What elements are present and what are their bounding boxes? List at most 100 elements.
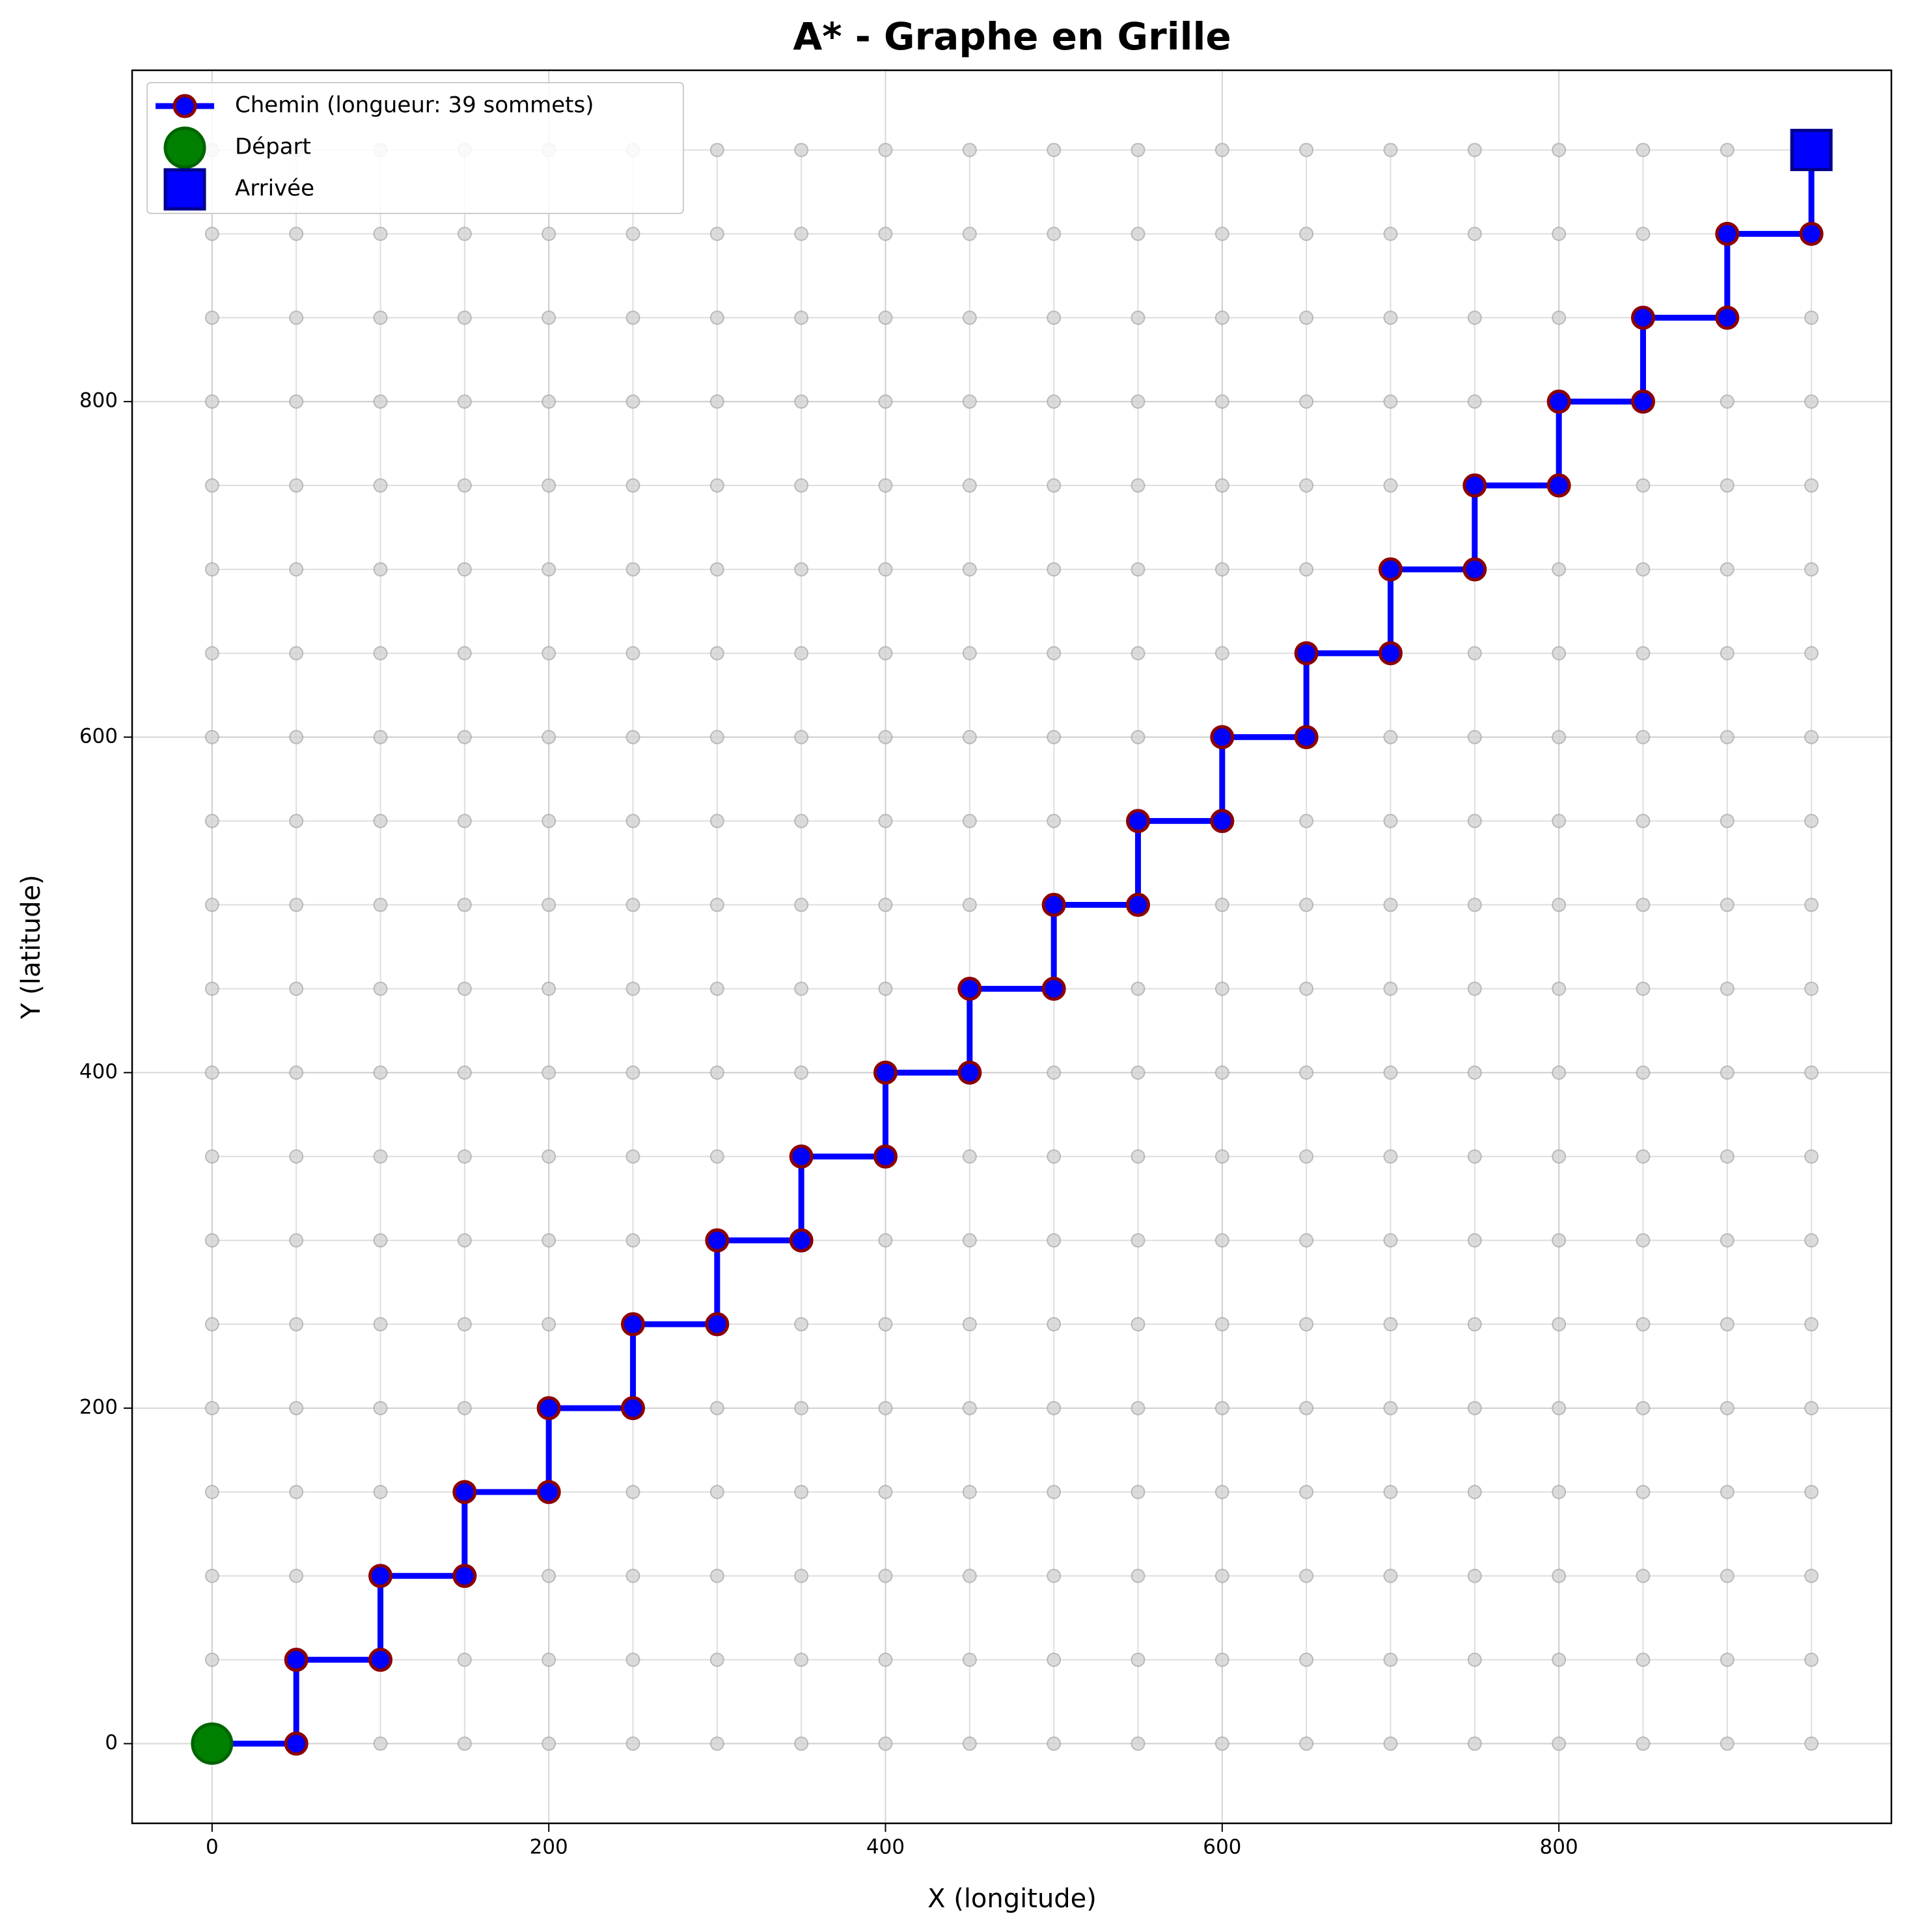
graph-node	[962, 1736, 977, 1751]
graph-node	[1214, 646, 1229, 660]
graph-node	[1214, 1652, 1229, 1667]
graph-node	[1383, 1317, 1398, 1332]
graph-node	[1720, 143, 1735, 157]
graph-node	[794, 813, 809, 828]
graph-node	[1720, 478, 1735, 493]
point	[1378, 557, 1403, 582]
point	[284, 1648, 309, 1672]
graph-node	[794, 1652, 809, 1667]
graph-node	[542, 897, 556, 912]
graph-node	[1131, 562, 1146, 577]
graph-node	[878, 981, 893, 996]
graph-node	[709, 1652, 724, 1667]
graph-node	[542, 646, 556, 660]
point	[957, 976, 982, 1001]
graph-node	[542, 981, 556, 996]
graph-node	[542, 394, 556, 409]
graph-node	[1636, 226, 1651, 241]
graph-node	[1552, 1652, 1567, 1667]
graph-node	[373, 897, 388, 912]
graph-node	[1131, 1400, 1146, 1415]
graph-node	[204, 1149, 219, 1164]
graph-node	[962, 1317, 977, 1332]
plot-frame	[131, 69, 1893, 1825]
graph-node	[289, 1484, 304, 1499]
point	[536, 1480, 561, 1504]
graph-node	[709, 813, 724, 828]
graph-node	[457, 1233, 472, 1248]
graph-node	[962, 729, 977, 744]
graph-node	[1804, 1568, 1819, 1583]
graph-node	[1804, 310, 1819, 325]
point	[1041, 976, 1066, 1001]
graph-node	[1636, 1400, 1651, 1415]
graph-node	[457, 646, 472, 660]
graph-node	[1383, 1400, 1398, 1415]
graph-node	[457, 1736, 472, 1751]
point	[1294, 641, 1319, 666]
graph-node	[794, 1736, 809, 1751]
graph-node	[1383, 478, 1398, 493]
graph-node	[1299, 897, 1314, 912]
graph-node	[794, 981, 809, 996]
graph-node	[1299, 1484, 1314, 1499]
graph-node	[1131, 729, 1146, 744]
graph-node	[962, 1484, 977, 1499]
graph-node	[709, 478, 724, 493]
graph-node	[1636, 1317, 1651, 1332]
graph-node	[1467, 1317, 1482, 1332]
x-tick-label: 200	[530, 1836, 568, 1859]
graph-node	[1299, 1065, 1314, 1080]
graph-node	[542, 478, 556, 493]
graph-node	[204, 729, 219, 744]
graph-node	[1636, 1484, 1651, 1499]
graph-node	[457, 562, 472, 577]
graph-node	[962, 1233, 977, 1248]
graph-node	[794, 562, 809, 577]
graph-node	[625, 729, 640, 744]
graph-node	[1467, 1484, 1482, 1499]
graph-node	[373, 981, 388, 996]
graph-node	[878, 478, 893, 493]
graph-node	[1467, 310, 1482, 325]
graph-node	[373, 394, 388, 409]
graph-node	[1214, 1400, 1229, 1415]
graph-node	[1636, 1065, 1651, 1080]
graph-node	[289, 813, 304, 828]
legend-marker	[172, 94, 197, 118]
y-tick-label: 600	[79, 724, 118, 748]
graph-node	[709, 310, 724, 325]
graph-node	[289, 646, 304, 660]
graph-node	[794, 729, 809, 744]
graph-node	[1720, 1484, 1735, 1499]
graph-node	[1299, 310, 1314, 325]
graph-node	[1214, 1233, 1229, 1248]
graph-node	[625, 226, 640, 241]
graph-node	[625, 478, 640, 493]
graph-node	[1299, 562, 1314, 577]
graph-node	[1720, 1568, 1735, 1583]
graph-node	[1214, 562, 1229, 577]
legend-box	[146, 82, 684, 214]
graph-node	[1299, 1400, 1314, 1415]
graph-node	[962, 646, 977, 660]
graph-node	[1214, 394, 1229, 409]
graph-node	[625, 562, 640, 577]
point	[1041, 893, 1066, 918]
x-axis-label: X (longitude)	[927, 1884, 1097, 1914]
graph-node	[1131, 1652, 1146, 1667]
graph-node	[1804, 478, 1819, 493]
point	[1630, 389, 1655, 414]
graph-node	[1214, 1317, 1229, 1332]
point	[452, 1480, 477, 1504]
graph-node	[1383, 1233, 1398, 1248]
graph-node	[878, 646, 893, 660]
graph-node	[1383, 1568, 1398, 1583]
graph-node	[373, 562, 388, 577]
graph-node	[542, 1065, 556, 1080]
point	[536, 1396, 561, 1421]
graph-node	[373, 1400, 388, 1415]
graph-node	[794, 897, 809, 912]
graph-node	[204, 1568, 219, 1583]
